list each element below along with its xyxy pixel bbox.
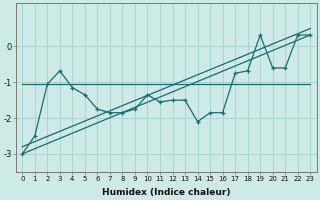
X-axis label: Humidex (Indice chaleur): Humidex (Indice chaleur) <box>102 188 230 197</box>
